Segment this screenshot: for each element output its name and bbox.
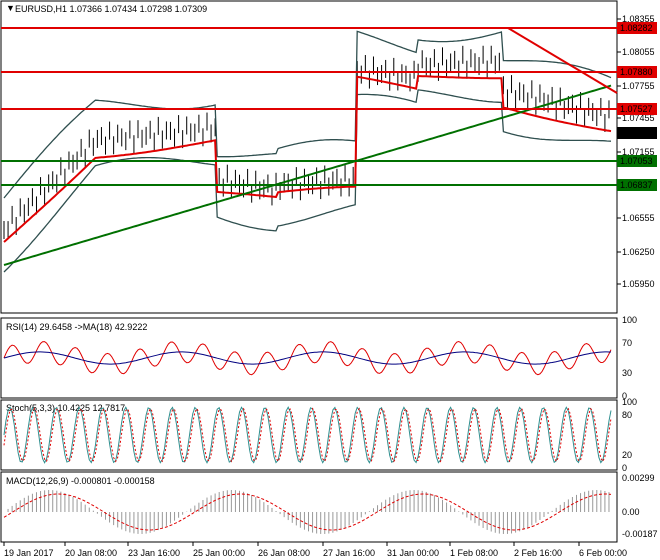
price-tick-label: 1.07455: [622, 113, 655, 123]
rsi-plot: [3, 340, 612, 376]
stochastic-signal-line: [3, 407, 612, 463]
macd-axis-label: -0.00187: [622, 529, 658, 539]
price-tick-label: 1.06555: [622, 213, 655, 223]
macd-signal-line: [3, 493, 612, 531]
rsi-label: RSI(14) 29.6458 ->MA(18) 42.9222: [6, 322, 147, 332]
bollinger-upper: [3, 30, 612, 199]
stochastic-axis-label: 80: [622, 410, 632, 420]
macd-axis-label: 0.00299: [622, 473, 655, 483]
rsi-axis-label: 0: [622, 391, 627, 401]
rsi-line: [3, 340, 612, 376]
level-price-tag-label: 1.08282: [620, 23, 653, 33]
macd-axis: 0.00299 0.00 -0.00187: [622, 473, 658, 539]
level-price-tag: [617, 179, 657, 191]
time-tick-label: 20 Jan 08:00: [65, 548, 117, 558]
rsi-axis-label: 100: [622, 315, 637, 325]
price-tick-label: 1.08355: [622, 14, 655, 24]
rsi-axis: 100 70 30 0: [622, 315, 637, 401]
rsi-ma-line: [3, 351, 611, 365]
stochastic-plot: [3, 406, 612, 464]
price-axis: 1.08355 1.08055 1.07755 1.07455 1.07155 1.068…: [617, 14, 655, 289]
level-price-tag: [617, 155, 657, 167]
time-axis: 19 Jan 2017 20 Jan 08:00 23 Jan 16:00 25 Ja…: [3, 542, 627, 558]
macd-label: MACD(12,26,9) -0.000801 -0.000158: [6, 476, 155, 486]
trend-line: [507, 27, 618, 94]
level-price-tag: [617, 22, 657, 34]
level-price-tag: [617, 127, 657, 139]
chart-title-indicator: ▼: [6, 3, 15, 13]
rsi-axis-label: 70: [622, 338, 632, 348]
time-tick-label: 26 Jan 08:00: [258, 548, 310, 558]
moving-average-slow: [3, 84, 612, 266]
time-tick-label: 1 Feb 08:00: [450, 548, 498, 558]
level-price-tag-label: 1.07880: [620, 67, 653, 77]
price-tick-label: 1.08055: [622, 47, 655, 57]
level-price-tag-label: 1.07527: [620, 104, 653, 114]
time-tick-label: 23 Jan 16:00: [128, 548, 180, 558]
rsi-axis-label: 30: [622, 368, 632, 378]
level-price-tag-label: 1.07053: [620, 156, 653, 166]
stochastic-label: Stoch(5,3,3) 10.4225 12.7817: [6, 403, 125, 413]
macd-axis-label: 0.00: [622, 507, 640, 517]
time-tick-label: 27 Jan 16:00: [323, 548, 375, 558]
price-tick-label: 1.05950: [622, 279, 655, 289]
time-tick-label: 19 Jan 2017: [4, 548, 54, 558]
stochastic-axis: 100 80 20 0: [622, 397, 637, 473]
level-price-tag-label: 1.06837: [620, 180, 653, 190]
stochastic-axis-label: 100: [622, 397, 637, 407]
stochastic-main-line: [3, 406, 612, 464]
stochastic-axis-label: 20: [622, 450, 632, 460]
macd-plot: [3, 490, 612, 534]
level-price-tag: [617, 66, 657, 78]
level-lines: 1.08282 1.07880 1.07527 1.07309 1.07053 1.068…: [1, 22, 657, 191]
bollinger-lower: [3, 89, 612, 273]
price-tick-label: 1.06250: [622, 247, 655, 257]
symbol-ohlc-label: EURUSD,H1 1.07366 1.07434 1.07298 1.0730…: [15, 4, 207, 14]
level-price-tag-label: 1.07309: [620, 128, 653, 138]
price-tick-label: 1.07755: [622, 81, 655, 91]
stochastic-axis-label: 0: [622, 463, 627, 473]
time-tick-label: 25 Jan 00:00: [193, 548, 245, 558]
main-price-panel[interactable]: [0, 0, 618, 314]
time-tick-label: 31 Jan 00:00: [387, 548, 439, 558]
level-price-tag: [617, 103, 657, 115]
price-tick-label: 1.07155: [622, 147, 655, 157]
time-tick-label: 2 Feb 16:00: [514, 548, 562, 558]
time-tick-label: 6 Feb 00:00: [579, 548, 627, 558]
